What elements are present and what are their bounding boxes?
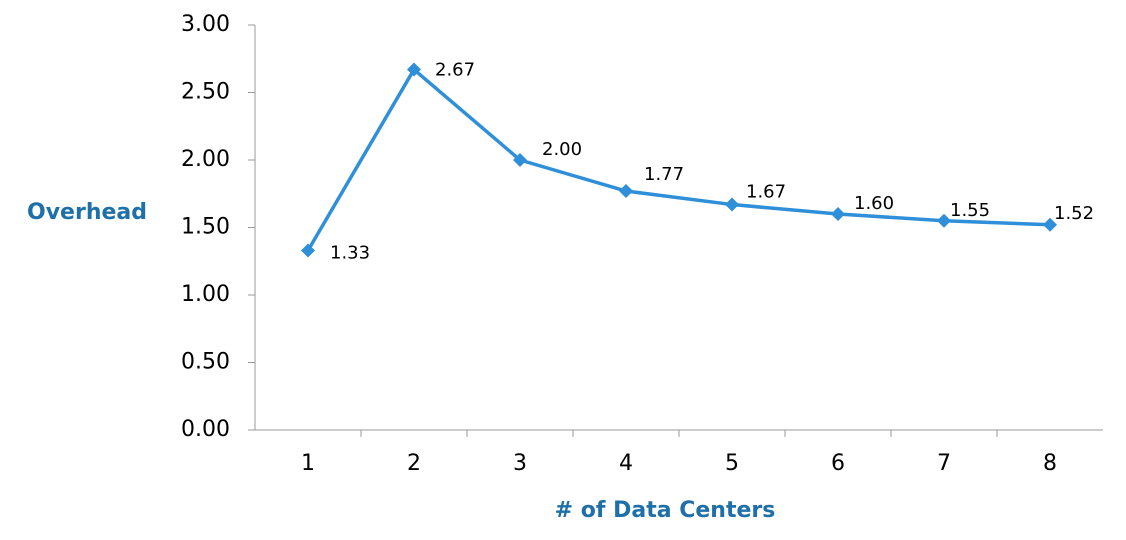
marker [619, 184, 633, 199]
y-tick-label: 1.50 [181, 215, 230, 240]
y-axis-title: Overhead [27, 200, 147, 225]
marker [1043, 217, 1057, 232]
marker [513, 153, 527, 167]
x-tick-label: 8 [1043, 451, 1057, 476]
x-tick-label: 2 [407, 451, 421, 476]
x-tick-label: 4 [619, 451, 633, 476]
marker [301, 243, 315, 258]
value-label: 1.77 [644, 164, 684, 185]
x-tick-label: 1 [301, 451, 315, 476]
value-label: 1.60 [854, 193, 894, 214]
y-tick-label: 3.00 [181, 12, 230, 37]
x-tick-label: 5 [725, 451, 739, 476]
value-label: 1.52 [1054, 203, 1094, 224]
marker [937, 213, 951, 228]
x-tick-label: 7 [937, 451, 951, 476]
y-tick-label: 0.50 [181, 350, 230, 375]
value-label: 1.33 [330, 242, 370, 263]
value-label: 2.00 [542, 139, 582, 160]
y-tick-label: 2.50 [181, 80, 230, 105]
marker [725, 197, 739, 212]
value-label: 1.67 [746, 182, 786, 203]
value-label: 1.55 [950, 200, 990, 221]
y-tick-label: 0.00 [181, 417, 230, 442]
value-label: 2.67 [435, 60, 475, 81]
marker [831, 207, 845, 221]
x-tick-label: 6 [831, 451, 845, 476]
marker [407, 62, 421, 77]
y-tick-label: 2.00 [181, 147, 230, 172]
y-tick-label: 1.00 [181, 282, 230, 307]
x-axis-title: # of Data Centers [555, 498, 776, 523]
data-line [306, 67, 1051, 252]
x-tick-label: 3 [513, 451, 527, 476]
